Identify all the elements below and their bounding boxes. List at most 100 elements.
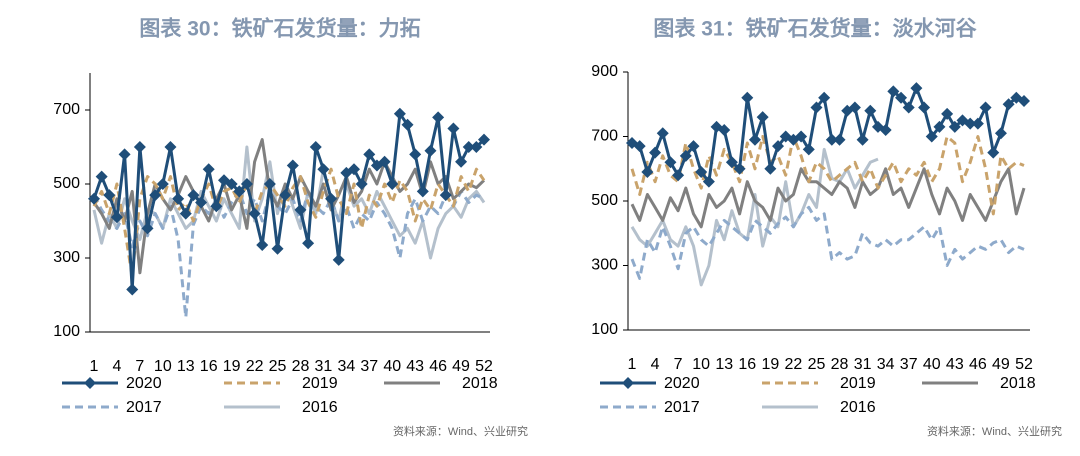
data-point — [263, 178, 276, 190]
x-tick-label: 10 — [692, 356, 710, 373]
data-point — [332, 253, 345, 266]
data-point — [149, 189, 162, 202]
data-point — [286, 159, 299, 172]
x-tick-label: 34 — [877, 356, 895, 373]
x-tick-label: 7 — [135, 358, 144, 375]
x-tick-label: 4 — [651, 356, 660, 373]
data-point — [695, 165, 708, 178]
x-tick-label: 13 — [715, 356, 733, 373]
data-point — [225, 178, 238, 190]
x-tick-label: 16 — [738, 356, 756, 373]
y-tick-label: 300 — [591, 257, 618, 274]
data-point — [687, 140, 700, 153]
data-point — [470, 141, 483, 153]
data-point — [110, 211, 123, 224]
data-point — [432, 111, 445, 124]
x-tick-label: 13 — [177, 358, 195, 375]
legend-label: 2016 — [302, 399, 338, 416]
data-point — [210, 200, 223, 213]
x-tick-label: 37 — [360, 358, 378, 375]
x-tick-label: 28 — [831, 356, 849, 373]
data-point — [933, 120, 946, 133]
data-point — [240, 178, 253, 190]
x-tick-label: 46 — [969, 356, 987, 373]
data-point — [656, 127, 669, 140]
data-point — [994, 127, 1007, 140]
x-tick-label: 40 — [923, 356, 941, 373]
data-point — [195, 196, 208, 209]
x-tick-label: 1 — [90, 358, 99, 375]
data-point — [833, 133, 846, 146]
legend-marker — [622, 377, 634, 389]
data-point — [810, 101, 823, 114]
data-point — [103, 189, 116, 202]
x-tick-label: 19 — [223, 358, 241, 375]
data-point — [455, 155, 468, 168]
data-point — [910, 82, 923, 95]
x-tick-label: 34 — [337, 358, 355, 375]
data-point — [279, 189, 292, 202]
data-point — [848, 101, 861, 114]
x-tick-label: 25 — [269, 358, 287, 375]
data-point — [879, 124, 892, 137]
y-tick-label: 100 — [591, 321, 618, 338]
data-point — [133, 141, 146, 153]
x-tick-label: 4 — [112, 358, 121, 375]
source-note: 资料来源：Wind、兴业研究 — [927, 424, 1062, 438]
x-tick-label: 52 — [1015, 356, 1033, 373]
x-tick-label: 10 — [154, 358, 172, 375]
data-point — [233, 185, 246, 198]
data-point — [302, 237, 315, 250]
x-tick-label: 31 — [315, 358, 333, 375]
data-point — [895, 91, 908, 104]
data-point — [672, 169, 685, 182]
x-tick-label: 22 — [246, 358, 264, 375]
data-point — [1002, 98, 1015, 111]
data-point — [702, 175, 715, 188]
data-point — [756, 111, 769, 124]
data-point — [664, 156, 677, 169]
data-point — [156, 178, 169, 190]
data-point — [748, 133, 761, 146]
x-tick-label: 43 — [406, 358, 424, 375]
x-tick-label: 49 — [992, 356, 1010, 373]
y-tick-label: 700 — [591, 128, 618, 145]
data-point — [964, 117, 977, 130]
data-point — [271, 242, 284, 255]
data-point — [118, 148, 131, 161]
data-point — [478, 133, 490, 146]
data-point — [641, 165, 654, 178]
data-point — [409, 148, 422, 161]
data-point — [902, 101, 915, 114]
data-point — [825, 133, 838, 146]
source-note: 资料来源：Wind、兴业研究 — [393, 424, 528, 438]
data-point — [856, 133, 869, 146]
data-point — [88, 192, 100, 205]
data-point — [764, 162, 777, 175]
legend-label: 2019 — [302, 375, 338, 392]
x-tick-label: 1 — [628, 356, 637, 373]
data-point — [95, 170, 108, 183]
chart-title: 图表 31：铁矿石发货量：淡水河谷 — [653, 17, 977, 41]
data-point — [649, 146, 662, 159]
series-line — [630, 205, 1025, 280]
data-point — [256, 239, 269, 252]
data-point — [401, 118, 414, 131]
y-tick-label: 300 — [53, 249, 80, 266]
x-tick-label: 40 — [383, 358, 401, 375]
x-tick-label: 31 — [854, 356, 872, 373]
x-tick-label: 25 — [808, 356, 826, 373]
y-tick-label: 900 — [591, 63, 618, 80]
data-point — [887, 85, 900, 98]
data-point — [378, 155, 391, 168]
data-point — [941, 107, 954, 120]
x-tick-label: 22 — [785, 356, 803, 373]
data-point — [325, 192, 338, 205]
series-line — [630, 135, 1025, 216]
data-point — [1018, 95, 1030, 108]
legend-label: 2017 — [664, 399, 700, 416]
data-point — [802, 143, 815, 156]
data-point — [393, 107, 406, 120]
y-tick-label: 500 — [591, 192, 618, 209]
